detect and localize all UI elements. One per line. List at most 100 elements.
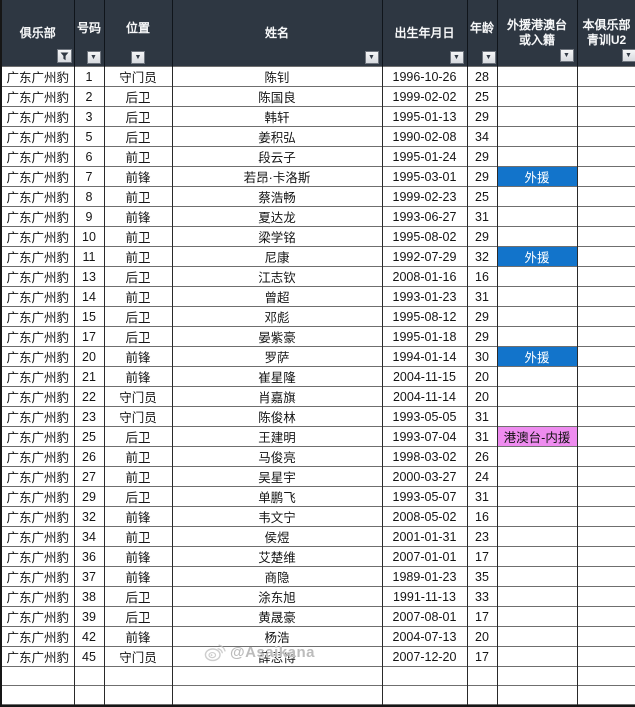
cell-dob[interactable]: 1995-03-01 (382, 167, 467, 187)
cell-position[interactable]: 前锋 (104, 627, 172, 647)
cell-status[interactable] (497, 307, 577, 327)
cell-name[interactable]: 罗萨 (172, 347, 382, 367)
cell-status[interactable] (497, 607, 577, 627)
cell-dob[interactable]: 1995-01-24 (382, 147, 467, 167)
cell-club[interactable] (1, 686, 74, 705)
cell-youth[interactable] (577, 327, 635, 347)
cell-age[interactable]: 26 (467, 447, 497, 467)
cell-status[interactable] (497, 187, 577, 207)
cell-position[interactable] (104, 705, 172, 707)
cell-age[interactable]: 17 (467, 607, 497, 627)
cell-position[interactable]: 守门员 (104, 387, 172, 407)
cell-number[interactable]: 32 (74, 507, 104, 527)
cell-age[interactable] (467, 705, 497, 707)
cell-status[interactable] (497, 107, 577, 127)
cell-position[interactable]: 前锋 (104, 547, 172, 567)
cell-club[interactable] (1, 705, 74, 707)
cell-dob[interactable]: 2000-03-27 (382, 467, 467, 487)
cell-age[interactable] (467, 667, 497, 686)
cell-club[interactable]: 广东广州豹 (1, 107, 74, 127)
cell-position[interactable]: 前锋 (104, 567, 172, 587)
cell-age[interactable]: 20 (467, 627, 497, 647)
cell-status[interactable] (497, 67, 577, 87)
cell-youth[interactable] (577, 187, 635, 207)
cell-name[interactable]: 陈国良 (172, 87, 382, 107)
cell-number[interactable]: 14 (74, 287, 104, 307)
cell-number[interactable]: 20 (74, 347, 104, 367)
cell-position[interactable]: 后卫 (104, 327, 172, 347)
cell-youth[interactable] (577, 307, 635, 327)
cell-name[interactable]: 黄晟豪 (172, 607, 382, 627)
cell-name[interactable]: 韦文宁 (172, 507, 382, 527)
cell-age[interactable]: 24 (467, 467, 497, 487)
filter-dropdown-button[interactable]: ▼ (622, 49, 635, 62)
cell-age[interactable]: 31 (467, 287, 497, 307)
cell-name[interactable]: 马俊亮 (172, 447, 382, 467)
cell-position[interactable]: 后卫 (104, 127, 172, 147)
cell-youth[interactable] (577, 367, 635, 387)
cell-youth[interactable] (577, 67, 635, 87)
cell-number[interactable] (74, 667, 104, 686)
cell-youth[interactable] (577, 427, 635, 447)
cell-age[interactable]: 30 (467, 347, 497, 367)
cell-status[interactable] (497, 487, 577, 507)
cell-name[interactable] (172, 667, 382, 686)
header-club[interactable]: 俱乐部 (1, 0, 74, 67)
cell-name[interactable]: 陈俊林 (172, 407, 382, 427)
cell-dob[interactable]: 1995-08-02 (382, 227, 467, 247)
header-number[interactable]: 号码 ▼ (74, 0, 104, 67)
cell-age[interactable]: 34 (467, 127, 497, 147)
cell-dob[interactable]: 1999-02-23 (382, 187, 467, 207)
cell-name[interactable]: 邓彪 (172, 307, 382, 327)
cell-age[interactable]: 16 (467, 507, 497, 527)
cell-age[interactable]: 25 (467, 187, 497, 207)
cell-club[interactable]: 广东广州豹 (1, 227, 74, 247)
cell-dob[interactable]: 1995-08-12 (382, 307, 467, 327)
cell-number[interactable]: 21 (74, 367, 104, 387)
cell-position[interactable]: 前卫 (104, 467, 172, 487)
cell-youth[interactable] (577, 487, 635, 507)
cell-dob[interactable]: 2004-07-13 (382, 627, 467, 647)
cell-club[interactable]: 广东广州豹 (1, 147, 74, 167)
cell-status[interactable]: 外援 (497, 247, 577, 267)
header-foreign-status[interactable]: 外援港澳台 或入籍 ▼ (497, 0, 577, 67)
cell-dob[interactable]: 2004-11-15 (382, 367, 467, 387)
cell-number[interactable]: 29 (74, 487, 104, 507)
cell-youth[interactable] (577, 686, 635, 705)
cell-name[interactable]: 蔡浩畅 (172, 187, 382, 207)
cell-youth[interactable] (577, 467, 635, 487)
cell-name[interactable]: 段云子 (172, 147, 382, 167)
cell-club[interactable]: 广东广州豹 (1, 607, 74, 627)
cell-age[interactable]: 31 (467, 407, 497, 427)
cell-status[interactable]: 港澳台-内援 (497, 427, 577, 447)
cell-name[interactable]: 梁学铭 (172, 227, 382, 247)
cell-dob[interactable]: 2004-11-14 (382, 387, 467, 407)
cell-club[interactable] (1, 667, 74, 686)
cell-club[interactable]: 广东广州豹 (1, 567, 74, 587)
cell-position[interactable]: 守门员 (104, 67, 172, 87)
cell-age[interactable]: 33 (467, 587, 497, 607)
cell-name[interactable]: 单鹏飞 (172, 487, 382, 507)
cell-youth[interactable] (577, 647, 635, 667)
cell-club[interactable]: 广东广州豹 (1, 267, 74, 287)
filter-dropdown-button[interactable]: ▼ (450, 51, 464, 64)
cell-club[interactable]: 广东广州豹 (1, 67, 74, 87)
cell-position[interactable]: 前锋 (104, 347, 172, 367)
cell-number[interactable]: 23 (74, 407, 104, 427)
cell-dob[interactable] (382, 686, 467, 705)
cell-position[interactable]: 后卫 (104, 607, 172, 627)
cell-position[interactable]: 前锋 (104, 367, 172, 387)
cell-dob[interactable]: 1990-02-08 (382, 127, 467, 147)
cell-position[interactable]: 前卫 (104, 447, 172, 467)
cell-age[interactable]: 23 (467, 527, 497, 547)
cell-name[interactable]: 艾楚维 (172, 547, 382, 567)
filter-funnel-button[interactable] (57, 49, 72, 63)
cell-age[interactable]: 29 (467, 307, 497, 327)
header-age[interactable]: 年龄 ▼ (467, 0, 497, 67)
cell-club[interactable]: 广东广州豹 (1, 627, 74, 647)
cell-status[interactable]: 外援 (497, 347, 577, 367)
cell-club[interactable]: 广东广州豹 (1, 387, 74, 407)
cell-position[interactable]: 后卫 (104, 87, 172, 107)
cell-position[interactable]: 前卫 (104, 287, 172, 307)
header-youth[interactable]: 本俱乐部 青训U2 ▼ (577, 0, 635, 67)
